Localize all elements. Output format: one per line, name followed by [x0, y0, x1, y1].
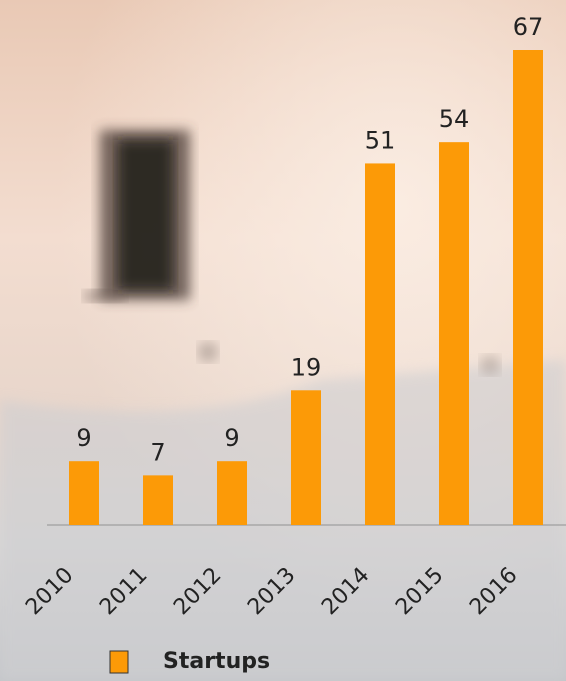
chart: Startups 9201072011920121920135120145420… — [0, 0, 566, 681]
page: Startups 9201072011920121920135120145420… — [0, 0, 566, 681]
data-label: 9 — [76, 424, 91, 452]
data-label: 9 — [224, 424, 239, 452]
data-label: 19 — [291, 353, 322, 381]
bar — [513, 50, 543, 525]
bar — [291, 390, 321, 525]
data-label: 51 — [365, 126, 396, 154]
bar — [439, 142, 469, 525]
legend-label: Startups — [163, 649, 270, 674]
data-label: 54 — [439, 105, 470, 133]
bar — [143, 475, 173, 525]
bar — [69, 461, 99, 525]
data-label: 7 — [150, 438, 165, 466]
bar — [217, 461, 247, 525]
bar — [365, 163, 395, 525]
data-label: 67 — [513, 13, 544, 41]
legend-swatch — [110, 651, 128, 673]
